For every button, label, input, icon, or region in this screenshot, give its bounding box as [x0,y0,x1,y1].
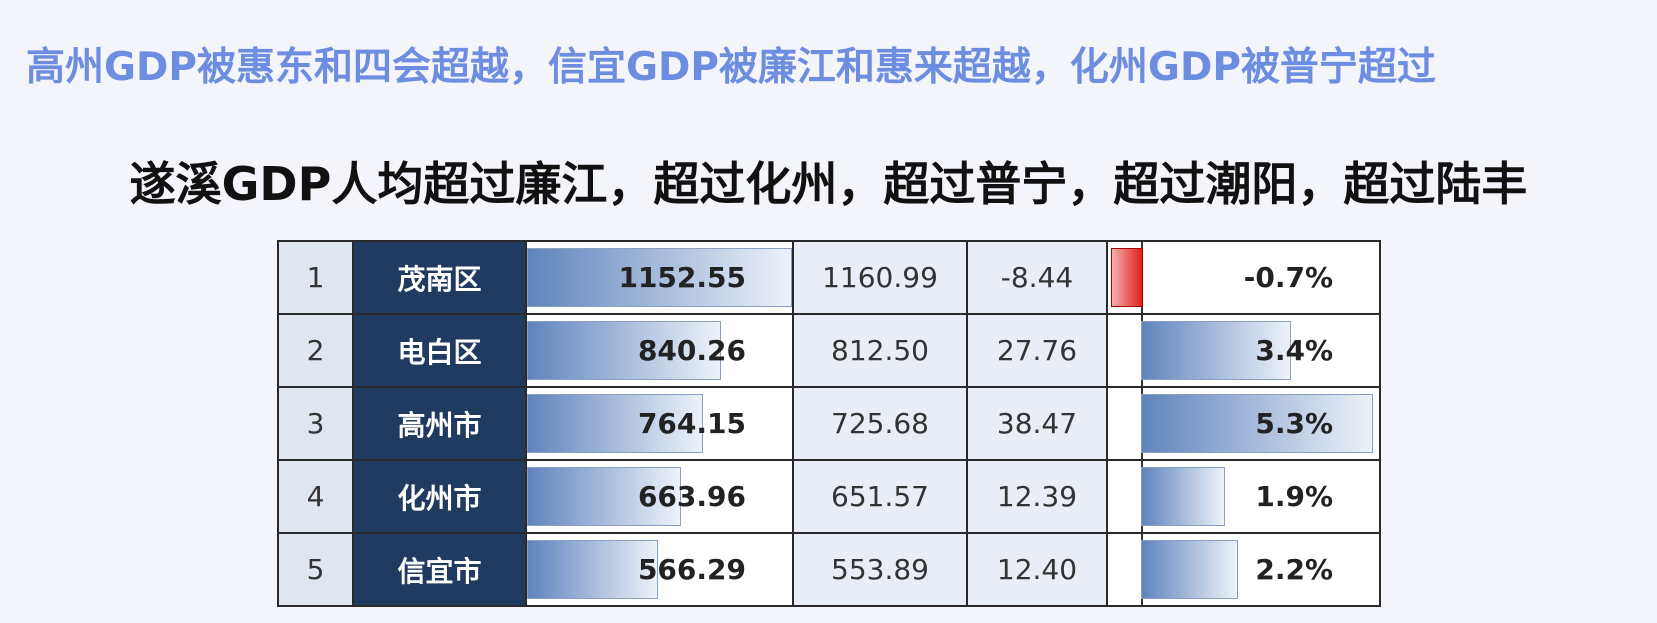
data-bar [527,248,792,307]
district-cell: 信宜市 [352,532,527,607]
data-bar [527,540,659,599]
cell-text: 1.9% [1255,480,1333,513]
cell-text: 5.3% [1255,407,1333,440]
subheadline: 遂溪GDP人均超过廉江，超过化州，超过普宁，超过潮阳，超过陆丰 [129,157,1528,211]
gdp-change-cell: -8.44 [966,240,1108,315]
cell-text: 566.29 [637,553,746,586]
data-bar [1141,467,1226,526]
district-cell: 高州市 [352,386,527,461]
gdp-cell: 566.29 [525,532,794,607]
gdp-prev-cell: 651.57 [792,459,968,534]
growth-cell: 2.2% [1106,532,1381,607]
data-bar [1141,394,1373,453]
rank-cell: 5 [277,532,354,607]
rank-cell: 2 [277,313,354,388]
district-cell: 茂南区 [352,240,527,315]
district-cell: 电白区 [352,313,527,388]
cell-text: 764.15 [637,407,746,440]
data-bar [1141,540,1239,599]
gdp-cell: 663.96 [525,459,794,534]
gdp-change-cell: 12.40 [966,532,1108,607]
data-bar [527,394,704,453]
gdp-cell: 764.15 [525,386,794,461]
cell-text: -0.7% [1243,261,1333,294]
growth-cell: 3.4% [1106,313,1381,388]
gdp-prev-cell: 812.50 [792,313,968,388]
cell-text: 1152.55 [618,261,746,294]
table-row: 1 茂南区 1152.55 1160.99 -8.44 -0.7% [277,240,1381,315]
gdp-change-cell: 27.76 [966,313,1108,388]
cell-text: 840.26 [637,334,746,367]
data-bar [527,321,721,380]
rank-cell: 1 [277,240,354,315]
cell-text: 3.4% [1255,334,1333,367]
table-row: 3 高州市 764.15 725.68 38.47 5.3% [277,386,1381,461]
gdp-cell: 1152.55 [525,240,794,315]
data-bar [1110,248,1143,307]
headline: 高州GDP被惠东和四会超越，信宜GDP被廉江和惠来超越，化州GDP被普宁超过 [26,45,1436,90]
growth-cell: 1.9% [1106,459,1381,534]
gdp-change-cell: 12.39 [966,459,1108,534]
gdp-prev-cell: 553.89 [792,532,968,607]
gdp-table: 1 茂南区 1152.55 1160.99 -8.44 -0.7% 2 电白区 840.26 81… [277,240,1381,607]
rank-cell: 4 [277,459,354,534]
gdp-prev-cell: 725.68 [792,386,968,461]
data-bar [1141,321,1291,380]
data-bar [527,467,681,526]
table-row: 2 电白区 840.26 812.50 27.76 3.4% [277,313,1381,388]
gdp-cell: 840.26 [525,313,794,388]
cell-text: 2.2% [1255,553,1333,586]
gdp-change-cell: 38.47 [966,386,1108,461]
cell-text: 663.96 [637,480,746,513]
growth-cell: -0.7% [1106,240,1381,315]
table-row: 5 信宜市 566.29 553.89 12.40 2.2% [277,532,1381,607]
gdp-prev-cell: 1160.99 [792,240,968,315]
district-cell: 化州市 [352,459,527,534]
table-row: 4 化州市 663.96 651.57 12.39 1.9% [277,459,1381,534]
growth-cell: 5.3% [1106,386,1381,461]
rank-cell: 3 [277,386,354,461]
